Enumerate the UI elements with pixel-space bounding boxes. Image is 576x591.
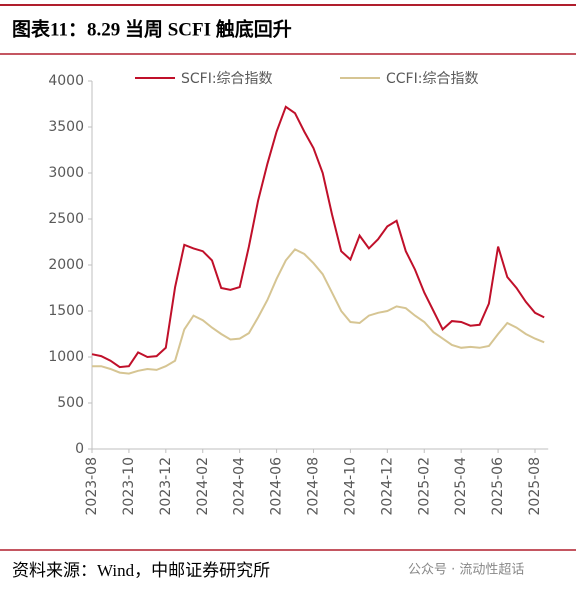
x-tick-label: 2023-12 xyxy=(158,457,174,516)
y-tick-label: 500 xyxy=(57,395,84,411)
legend-label: CCFI:综合指数 xyxy=(386,71,478,87)
x-tick-label: 2024-02 xyxy=(195,457,211,516)
y-tick-label: 1000 xyxy=(48,349,84,365)
y-tick-label: 2000 xyxy=(48,257,84,273)
y-tick-label: 3500 xyxy=(48,119,84,135)
x-tick-label: 2023-10 xyxy=(121,457,137,516)
series-line xyxy=(92,248,545,375)
x-tick-label: 2024-04 xyxy=(232,457,248,516)
x-tick-label: 2025-02 xyxy=(416,457,432,516)
y-tick-label: 4000 xyxy=(48,73,84,89)
series-line xyxy=(91,105,545,369)
x-tick-label: 2024-06 xyxy=(269,457,285,516)
watermark: 公众号 · 流动性超话 xyxy=(408,563,524,578)
title: 图表11：8.29 当周 SCFI 触底回升 xyxy=(12,17,292,40)
x-tick-label: 2025-06 xyxy=(490,457,506,516)
x-tick-label: 2024-12 xyxy=(379,457,395,516)
x-tick-label: 2025-04 xyxy=(453,457,469,516)
legend-label: SCFI:综合指数 xyxy=(181,71,273,87)
y-tick-label: 1500 xyxy=(48,303,84,319)
x-tick-label: 2024-10 xyxy=(342,457,358,516)
y-tick-label: 0 xyxy=(75,441,84,457)
y-tick-label: 3000 xyxy=(48,165,84,181)
y-tick-label: 2500 xyxy=(48,211,84,227)
x-tick-label: 2025-08 xyxy=(527,457,543,516)
x-tick-label: 2023-08 xyxy=(84,457,100,516)
source: 资料来源：Wind，中邮证券研究所 xyxy=(12,561,270,580)
x-tick-label: 2024-08 xyxy=(306,457,322,516)
